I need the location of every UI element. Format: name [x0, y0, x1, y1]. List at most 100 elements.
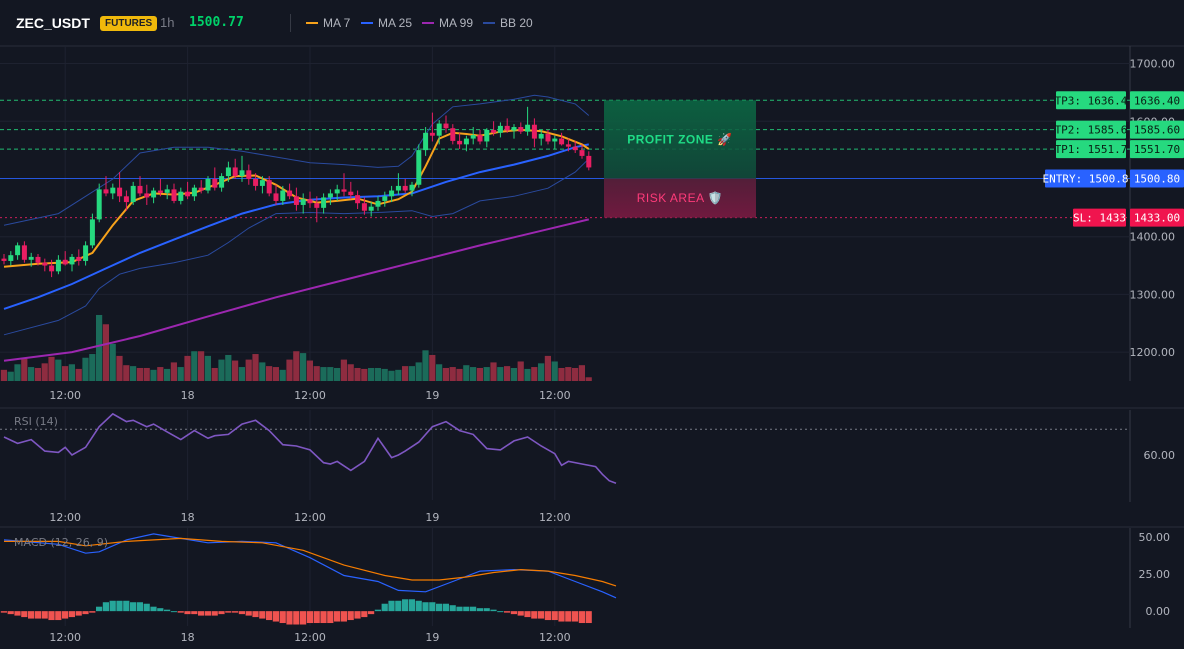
candle-body[interactable]	[416, 150, 422, 185]
candle-body[interactable]	[341, 189, 347, 192]
candle-body[interactable]	[21, 245, 27, 260]
candle-body[interactable]	[565, 144, 571, 147]
candle-body[interactable]	[572, 146, 578, 151]
candle-body[interactable]	[110, 187, 116, 194]
candle-body[interactable]	[511, 127, 517, 131]
candle-body[interactable]	[321, 197, 327, 208]
candle-body[interactable]	[273, 193, 279, 201]
candle-body[interactable]	[382, 196, 388, 201]
candle-body[interactable]	[463, 138, 469, 145]
candle-body[interactable]	[55, 259, 61, 272]
candle-body[interactable]	[225, 167, 231, 177]
level-price-sl: 1433.00	[1134, 212, 1180, 225]
candle-body[interactable]	[586, 155, 592, 168]
legend-bb20[interactable]: BB 20	[483, 15, 533, 31]
candle-body[interactable]	[518, 127, 524, 132]
candle-body[interactable]	[69, 256, 75, 265]
candle-body[interactable]	[327, 193, 333, 198]
candle-body[interactable]	[117, 187, 123, 197]
candle-body[interactable]	[409, 184, 415, 191]
candle-body[interactable]	[253, 178, 259, 186]
candle-body[interactable]	[49, 265, 55, 272]
candle-body[interactable]	[157, 190, 163, 193]
candle-body[interactable]	[246, 170, 252, 179]
interval-selector[interactable]: 1h	[160, 15, 175, 30]
candle-body[interactable]	[1, 258, 7, 261]
legend-ma99[interactable]: MA 99	[422, 15, 473, 31]
candle-body[interactable]	[450, 128, 456, 141]
volume-bar	[123, 365, 130, 381]
candle-body[interactable]	[559, 138, 565, 145]
candle-body[interactable]	[15, 245, 21, 256]
candle-body[interactable]	[402, 185, 408, 191]
candle-body[interactable]	[525, 124, 531, 132]
candle-body[interactable]	[212, 178, 218, 188]
candle-body[interactable]	[42, 262, 48, 266]
candle-body[interactable]	[259, 180, 265, 186]
symbol-label[interactable]: ZEC_USDT	[16, 15, 90, 31]
candle-body[interactable]	[538, 133, 544, 139]
candle-body[interactable]	[164, 189, 170, 193]
legend-ma7[interactable]: MA 7	[306, 15, 350, 31]
candle-body[interactable]	[443, 123, 449, 129]
volume-bar	[538, 363, 545, 381]
candle-body[interactable]	[300, 199, 306, 205]
candle-body[interactable]	[62, 259, 68, 265]
candle-body[interactable]	[355, 195, 361, 204]
candle-body[interactable]	[491, 129, 497, 133]
candle-body[interactable]	[144, 193, 150, 198]
volume-bar	[89, 354, 96, 381]
candle-body[interactable]	[436, 123, 442, 136]
candle-body[interactable]	[266, 180, 272, 194]
candle-body[interactable]	[477, 135, 483, 142]
candle-body[interactable]	[429, 132, 435, 136]
candle-body[interactable]	[457, 140, 463, 145]
candle-body[interactable]	[280, 190, 286, 201]
candle-body[interactable]	[219, 176, 225, 188]
candle-body[interactable]	[307, 199, 313, 204]
candle-body[interactable]	[470, 135, 476, 139]
candle-body[interactable]	[484, 129, 490, 142]
candle-body[interactable]	[504, 125, 510, 131]
candlesticks[interactable]	[1, 106, 592, 278]
candle-body[interactable]	[232, 167, 238, 177]
candle-body[interactable]	[287, 190, 293, 197]
candle-body[interactable]	[137, 185, 143, 194]
candle-body[interactable]	[130, 185, 136, 203]
candle-body[interactable]	[205, 178, 211, 191]
candle-body[interactable]	[423, 132, 429, 151]
candle-body[interactable]	[151, 190, 157, 198]
candle-body[interactable]	[545, 133, 551, 142]
candle-body[interactable]	[334, 189, 340, 194]
candle-body[interactable]	[552, 138, 558, 142]
candle-body[interactable]	[103, 189, 109, 194]
candle-body[interactable]	[28, 256, 34, 260]
candle-body[interactable]	[8, 255, 14, 261]
candle-body[interactable]	[395, 185, 401, 191]
candle-body[interactable]	[89, 219, 95, 246]
candle-body[interactable]	[178, 191, 184, 201]
candle-body[interactable]	[497, 125, 503, 133]
candle-body[interactable]	[123, 196, 129, 203]
candle-body[interactable]	[191, 187, 197, 197]
candle-body[interactable]	[83, 245, 89, 261]
candle-body[interactable]	[239, 170, 245, 177]
candle-body[interactable]	[96, 189, 102, 220]
candle-body[interactable]	[185, 191, 191, 197]
candle-body[interactable]	[314, 203, 320, 208]
candle-body[interactable]	[35, 256, 41, 263]
legend-ma25[interactable]: MA 25	[361, 15, 412, 31]
candle-body[interactable]	[375, 200, 381, 207]
candle-body[interactable]	[531, 124, 537, 139]
candle-body[interactable]	[368, 206, 374, 211]
candle-body[interactable]	[389, 190, 395, 197]
candle-body[interactable]	[293, 196, 299, 205]
volume-bar	[62, 366, 69, 381]
candle-body[interactable]	[348, 191, 354, 196]
candle-body[interactable]	[579, 150, 585, 156]
candle-body[interactable]	[76, 256, 82, 261]
candle-body[interactable]	[361, 203, 367, 211]
candle-body[interactable]	[171, 189, 177, 201]
candle-body[interactable]	[198, 187, 204, 191]
